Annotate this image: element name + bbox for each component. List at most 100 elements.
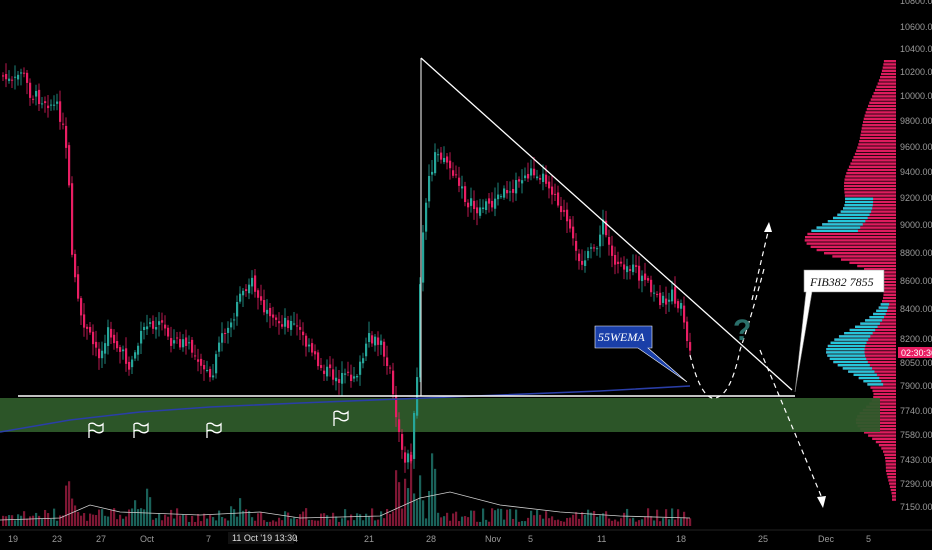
- volume-bar: [407, 488, 410, 526]
- arrow-head-up: [764, 222, 772, 232]
- candle-body: [677, 301, 680, 309]
- volume-bar: [341, 518, 344, 526]
- volume-bar: [554, 520, 557, 526]
- profile-bar-sell: [876, 85, 896, 88]
- volume-bar: [422, 500, 425, 526]
- volume-bar: [266, 521, 269, 526]
- candle-body: [338, 379, 341, 383]
- candle-body: [101, 350, 104, 359]
- profile-bar-buy: [822, 223, 863, 226]
- profile-bar-buy: [860, 322, 880, 325]
- candle-body: [305, 335, 308, 347]
- volume-bar: [542, 518, 545, 526]
- price-tick-label: 7740.00: [900, 406, 932, 416]
- candle-body: [200, 358, 203, 366]
- profile-bar-sell: [846, 172, 896, 175]
- candle-body: [518, 179, 521, 182]
- profile-bar-sell: [883, 293, 896, 296]
- volume-bar: [311, 519, 314, 526]
- time-tick-label: 18: [676, 534, 686, 544]
- profile-bar-sell: [854, 152, 896, 156]
- candle-body: [8, 78, 11, 81]
- profile-bar-sell: [872, 95, 896, 98]
- volume-bars: [0, 451, 692, 526]
- profile-bar-sell: [806, 242, 896, 245]
- profile-bar-sell: [840, 258, 896, 261]
- profile-bar-sell: [870, 386, 896, 389]
- candle-body: [563, 210, 566, 212]
- profile-bar-sell: [807, 232, 896, 236]
- volume-bar: [86, 520, 89, 526]
- candle-body: [599, 234, 602, 247]
- fib-callout: FIB382 7855: [794, 269, 885, 393]
- candle-body: [185, 337, 188, 346]
- profile-bar-sell: [882, 300, 896, 303]
- volume-bar: [494, 510, 497, 526]
- profile-bar-sell: [885, 460, 896, 463]
- candle-body: [368, 333, 371, 343]
- volume-bar: [317, 520, 320, 526]
- volume-bar: [356, 513, 359, 526]
- cursor-time-label: 11 Oct '19 13:30: [232, 533, 297, 543]
- volume-bar: [254, 520, 257, 526]
- volume-bar: [371, 508, 374, 526]
- volume-bar: [92, 514, 95, 526]
- candle-body: [29, 82, 32, 98]
- volume-bar: [200, 521, 203, 526]
- candle-body: [35, 90, 38, 97]
- volume-bar: [485, 519, 488, 526]
- volume-bar: [515, 509, 518, 526]
- profile-bar-buy: [848, 370, 875, 373]
- candle-body: [134, 352, 137, 359]
- volume-bar: [305, 508, 308, 526]
- volume-bar: [212, 517, 215, 526]
- candle-body: [446, 156, 449, 163]
- profile-bar-sell: [875, 440, 896, 444]
- time-tick-label: Nov: [485, 534, 502, 544]
- candle-body: [626, 266, 629, 273]
- volume-bar: [551, 516, 554, 526]
- candle-body: [131, 359, 134, 368]
- volume-bar: [512, 518, 515, 526]
- candle-body: [533, 168, 536, 176]
- candle-body: [188, 342, 191, 344]
- profile-bar-sell: [878, 79, 896, 82]
- candle-body: [176, 337, 179, 339]
- volume-bar: [179, 515, 182, 526]
- candle-body: [161, 320, 164, 323]
- flag-icon: [333, 410, 349, 426]
- candle-body: [566, 209, 569, 222]
- volume-bar: [242, 510, 245, 526]
- profile-bar-sell: [864, 114, 896, 117]
- profile-bar-sell: [889, 482, 896, 485]
- volume-bar: [533, 515, 536, 526]
- price-tick-label: 7430.00: [900, 455, 932, 465]
- profile-bar-buy: [869, 316, 885, 319]
- candle-body: [56, 101, 59, 104]
- candle-body: [44, 101, 47, 104]
- candle-body: [332, 369, 335, 380]
- candle-body: [413, 412, 416, 459]
- profile-bar-sell: [824, 252, 896, 255]
- price-tick-label: 9400.00: [900, 167, 932, 177]
- candle-body: [434, 152, 437, 174]
- volume-bar: [635, 521, 638, 526]
- time-tick-label: 7: [206, 534, 211, 544]
- volume-bar: [632, 517, 635, 526]
- volume-bar: [398, 482, 401, 526]
- candle-body: [398, 419, 401, 433]
- candle-body: [515, 180, 518, 194]
- candle-body: [104, 343, 107, 354]
- projection-path-down: [689, 264, 766, 399]
- price-tick-label: 7150.00: [900, 502, 932, 512]
- volume-bar: [245, 509, 248, 526]
- volume-bar: [674, 519, 677, 526]
- candle-body: [551, 186, 554, 195]
- profile-bar-buy: [833, 360, 868, 364]
- candle-body: [164, 324, 167, 329]
- time-tick-label: 11: [597, 534, 606, 544]
- candle-body: [593, 247, 596, 249]
- candle-body: [236, 301, 239, 317]
- price-axis[interactable]: 10800.00 10600.00 10400.00 10200.00 10000.00…: [900, 0, 932, 512]
